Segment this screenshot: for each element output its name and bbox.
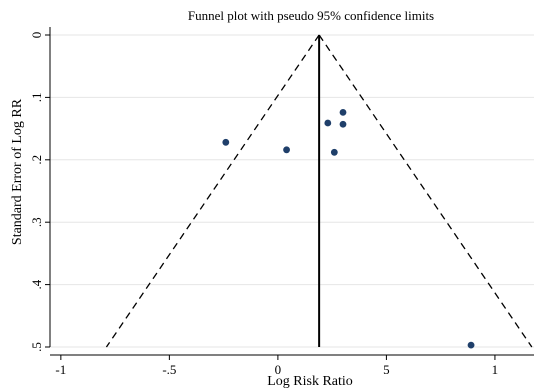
- study-point: [324, 119, 332, 127]
- study-point: [467, 341, 475, 349]
- x-tick-label: 5: [383, 362, 390, 377]
- study-point: [339, 120, 347, 128]
- x-axis-label: Log Risk Ratio: [267, 374, 353, 389]
- study-points: [222, 108, 475, 349]
- y-tick-label: 0: [29, 32, 44, 39]
- y-axis-label: Standard Error of Log RR: [10, 98, 25, 245]
- x-tick-label: 0: [275, 362, 282, 377]
- ci-upper-limit: [318, 34, 533, 348]
- y-tick-label: .4: [29, 279, 44, 289]
- grid-lines: [50, 34, 534, 348]
- study-point: [330, 148, 338, 156]
- y-tick-label: .5: [29, 342, 44, 352]
- x-tick-label: -1: [55, 362, 66, 377]
- study-point: [222, 138, 230, 146]
- y-tick-label: .1: [29, 93, 44, 103]
- chart-title: Funnel plot with pseudo 95% confidence l…: [188, 8, 434, 23]
- axes: 0 .1 .2 .3 .4 .5 -1 -.5 0 5 1: [29, 27, 534, 377]
- y-tick-label: .3: [29, 217, 44, 227]
- study-point: [283, 146, 290, 154]
- x-tick-label: 1: [492, 362, 499, 377]
- y-tick-label: .2: [29, 155, 44, 165]
- x-tick-label: -.5: [162, 362, 176, 377]
- ci-lower-limit: [105, 34, 320, 348]
- confidence-limits: [105, 34, 533, 348]
- study-point: [339, 108, 347, 116]
